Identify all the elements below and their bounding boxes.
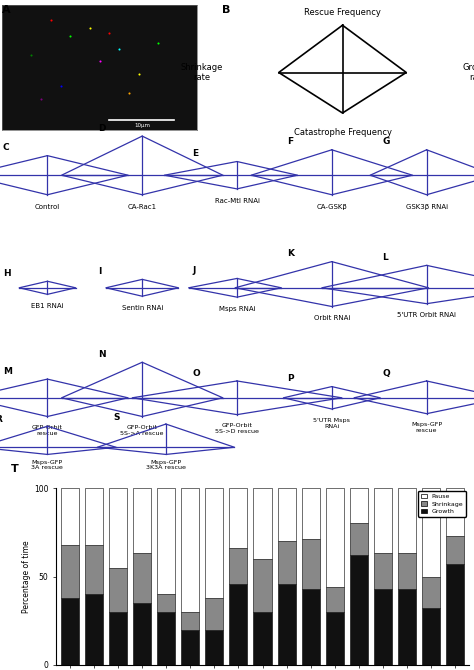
Text: CA-GSKβ: CA-GSKβ: [317, 204, 347, 210]
Text: J: J: [192, 266, 196, 275]
Bar: [134, 553, 152, 603]
Text: GSK3β RNAi: GSK3β RNAi: [406, 204, 447, 210]
Bar: [349, 488, 367, 523]
Text: B: B: [222, 5, 230, 15]
Text: GFP-Orbit
5S->D rescue: GFP-Orbit 5S->D rescue: [215, 423, 259, 434]
Bar: [301, 488, 319, 539]
Bar: [229, 548, 247, 584]
Bar: [157, 488, 175, 594]
Bar: [205, 630, 223, 665]
Bar: [85, 545, 103, 594]
Bar: [182, 488, 200, 612]
Bar: [398, 553, 416, 589]
Bar: [421, 608, 439, 665]
Text: K: K: [287, 249, 294, 259]
Bar: [398, 488, 416, 553]
Text: F: F: [287, 137, 293, 146]
Text: H: H: [3, 269, 10, 278]
Text: 5'UTR Orbit RNAi: 5'UTR Orbit RNAi: [397, 312, 456, 318]
Bar: [85, 594, 103, 665]
Text: Orbit RNAi: Orbit RNAi: [314, 316, 350, 322]
Text: O: O: [192, 369, 200, 378]
Bar: [182, 612, 200, 630]
Text: Shrinkage
rate: Shrinkage rate: [180, 63, 223, 82]
Text: Control: Control: [35, 204, 60, 210]
Text: EB1 RNAi: EB1 RNAi: [31, 303, 64, 309]
Bar: [85, 488, 103, 545]
Text: C: C: [3, 143, 9, 152]
Bar: [254, 559, 272, 612]
Text: 5'UTR Msps
RNAi: 5'UTR Msps RNAi: [313, 418, 350, 429]
Text: Catastrophe Frequency: Catastrophe Frequency: [293, 128, 392, 137]
Text: 10μm: 10μm: [135, 123, 150, 127]
Text: CA-Rac1: CA-Rac1: [128, 204, 157, 210]
Bar: [277, 584, 295, 665]
Text: Msps-GFP
rescue: Msps-GFP rescue: [411, 423, 442, 433]
Bar: [134, 603, 152, 665]
Text: D: D: [98, 124, 105, 133]
Bar: [421, 488, 439, 576]
Bar: [229, 488, 247, 548]
Text: Msps RNAi: Msps RNAi: [219, 306, 255, 312]
Bar: [446, 536, 464, 564]
Bar: [109, 612, 128, 665]
Text: P: P: [287, 375, 294, 383]
Text: A: A: [2, 5, 10, 15]
Y-axis label: Percentage of time: Percentage of time: [22, 540, 31, 613]
Text: E: E: [192, 149, 199, 158]
Bar: [374, 553, 392, 589]
Bar: [109, 488, 128, 567]
Bar: [182, 630, 200, 665]
Bar: [62, 598, 80, 665]
Text: M: M: [3, 366, 12, 376]
Text: S: S: [114, 413, 120, 422]
Bar: [62, 488, 80, 545]
Bar: [374, 488, 392, 553]
Bar: [326, 612, 344, 665]
Bar: [421, 576, 439, 608]
Bar: [157, 594, 175, 612]
Text: GFP-Orbit
5S->A rescue: GFP-Orbit 5S->A rescue: [120, 425, 164, 436]
Bar: [374, 589, 392, 665]
Text: Q: Q: [382, 369, 390, 378]
Bar: [205, 488, 223, 598]
Text: L: L: [382, 253, 388, 262]
Text: GFP-Orbit
rescue: GFP-Orbit rescue: [32, 425, 63, 436]
Bar: [326, 587, 344, 612]
Bar: [254, 612, 272, 665]
Bar: [205, 598, 223, 630]
Bar: [398, 589, 416, 665]
Text: Rescue Frequency: Rescue Frequency: [304, 7, 381, 17]
Text: T: T: [10, 464, 18, 474]
Text: N: N: [98, 350, 105, 359]
Bar: [254, 488, 272, 559]
Text: Sentin RNAi: Sentin RNAi: [121, 305, 163, 311]
Text: Msps-GFP
3A rescue: Msps-GFP 3A rescue: [31, 460, 64, 470]
Bar: [326, 488, 344, 587]
Bar: [277, 541, 295, 584]
Legend: Pause, Shrinkage, Growth: Pause, Shrinkage, Growth: [418, 491, 466, 517]
Text: Msps-GFP
3K3A rescue: Msps-GFP 3K3A rescue: [146, 460, 186, 470]
Bar: [277, 488, 295, 541]
Bar: [109, 567, 128, 612]
Bar: [62, 545, 80, 598]
Bar: [349, 555, 367, 665]
Text: Growth
rate: Growth rate: [462, 63, 474, 82]
Bar: [446, 564, 464, 665]
Bar: [229, 584, 247, 665]
Text: G: G: [382, 137, 390, 146]
Bar: [134, 488, 152, 553]
Text: R: R: [0, 415, 2, 424]
Bar: [157, 612, 175, 665]
Text: Rac-Mtl RNAi: Rac-Mtl RNAi: [215, 198, 259, 204]
Bar: [301, 539, 319, 589]
Bar: [301, 589, 319, 665]
Bar: [349, 523, 367, 555]
Bar: [446, 488, 464, 536]
Text: I: I: [98, 267, 101, 276]
